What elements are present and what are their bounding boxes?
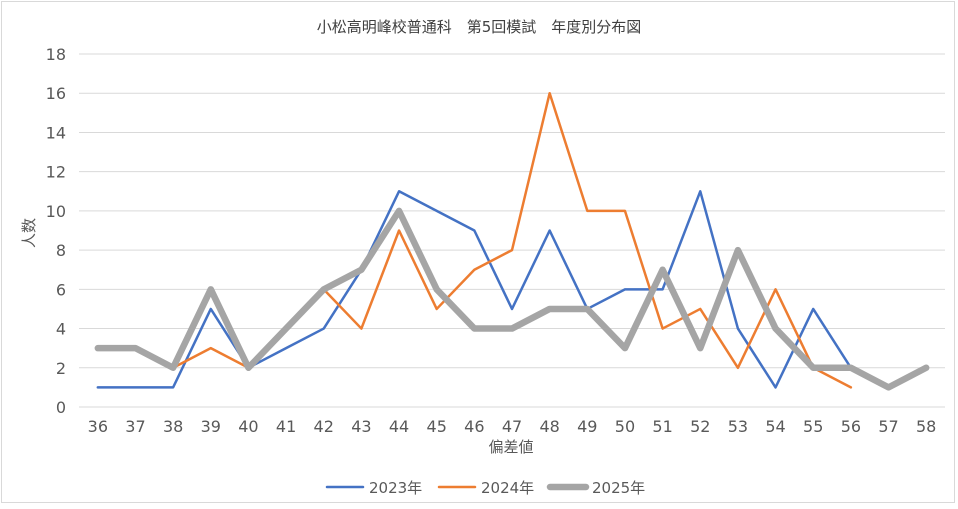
- x-tick-label: 39: [201, 417, 221, 436]
- x-tick-label: 52: [690, 417, 710, 436]
- chart-title: 小松高明峰校普通科 第5回模試 年度別分布図: [317, 18, 642, 36]
- x-tick-label: 47: [502, 417, 522, 436]
- y-tick-label: 10: [46, 202, 66, 221]
- x-tick-label: 44: [389, 417, 409, 436]
- x-axis-label: 偏差値: [488, 438, 533, 456]
- y-tick-label: 18: [46, 45, 66, 64]
- x-tick-label: 53: [728, 417, 748, 436]
- legend-label: 2024年: [481, 479, 534, 497]
- x-tick-label: 41: [276, 417, 296, 436]
- series-line-2024年: [171, 346, 250, 370]
- y-tick-label: 0: [56, 398, 66, 417]
- x-tick-label: 55: [803, 417, 823, 436]
- legend-label: 2025年: [592, 479, 645, 497]
- x-tick-label: 42: [314, 417, 334, 436]
- x-tick-label: 48: [539, 417, 559, 436]
- x-tick-label: 49: [577, 417, 597, 436]
- legend-label: 2023年: [369, 479, 422, 497]
- legend: 2023年 2024年 2025年: [325, 479, 645, 497]
- x-tick-label: 51: [652, 417, 672, 436]
- series-lines: [94, 91, 930, 391]
- y-tick-label: 12: [46, 163, 66, 182]
- x-tick-label: 36: [88, 417, 108, 436]
- x-tick-label: 38: [163, 417, 183, 436]
- x-tick-label: 56: [841, 417, 861, 436]
- x-tick-label: 57: [878, 417, 898, 436]
- y-axis-label: 人数: [20, 218, 38, 248]
- y-axis-tick-labels: 0 2 4 6 8 10 12 14 16 18: [46, 45, 66, 417]
- x-tick-label: 50: [615, 417, 635, 436]
- x-tick-label: 54: [765, 417, 785, 436]
- x-tick-label: 40: [238, 417, 258, 436]
- gridlines: [79, 53, 945, 408]
- x-axis-tick-labels: 36 37 38 39 40 41 42 43 44 45 46 47 48 49 50 51 52 53 54 55…: [88, 417, 937, 436]
- x-tick-label: 37: [125, 417, 145, 436]
- y-tick-label: 14: [46, 123, 66, 142]
- series-line-2025年: [94, 207, 930, 391]
- x-tick-label: 58: [916, 417, 936, 436]
- x-tick-label: 43: [351, 417, 371, 436]
- y-tick-label: 2: [56, 359, 66, 378]
- y-tick-label: 4: [56, 320, 66, 339]
- y-tick-label: 8: [56, 241, 66, 260]
- x-tick-label: 45: [427, 417, 447, 436]
- y-tick-label: 6: [56, 280, 66, 299]
- x-tick-label: 46: [464, 417, 484, 436]
- series-line-2024年: [322, 91, 853, 389]
- y-tick-label: 16: [46, 84, 66, 103]
